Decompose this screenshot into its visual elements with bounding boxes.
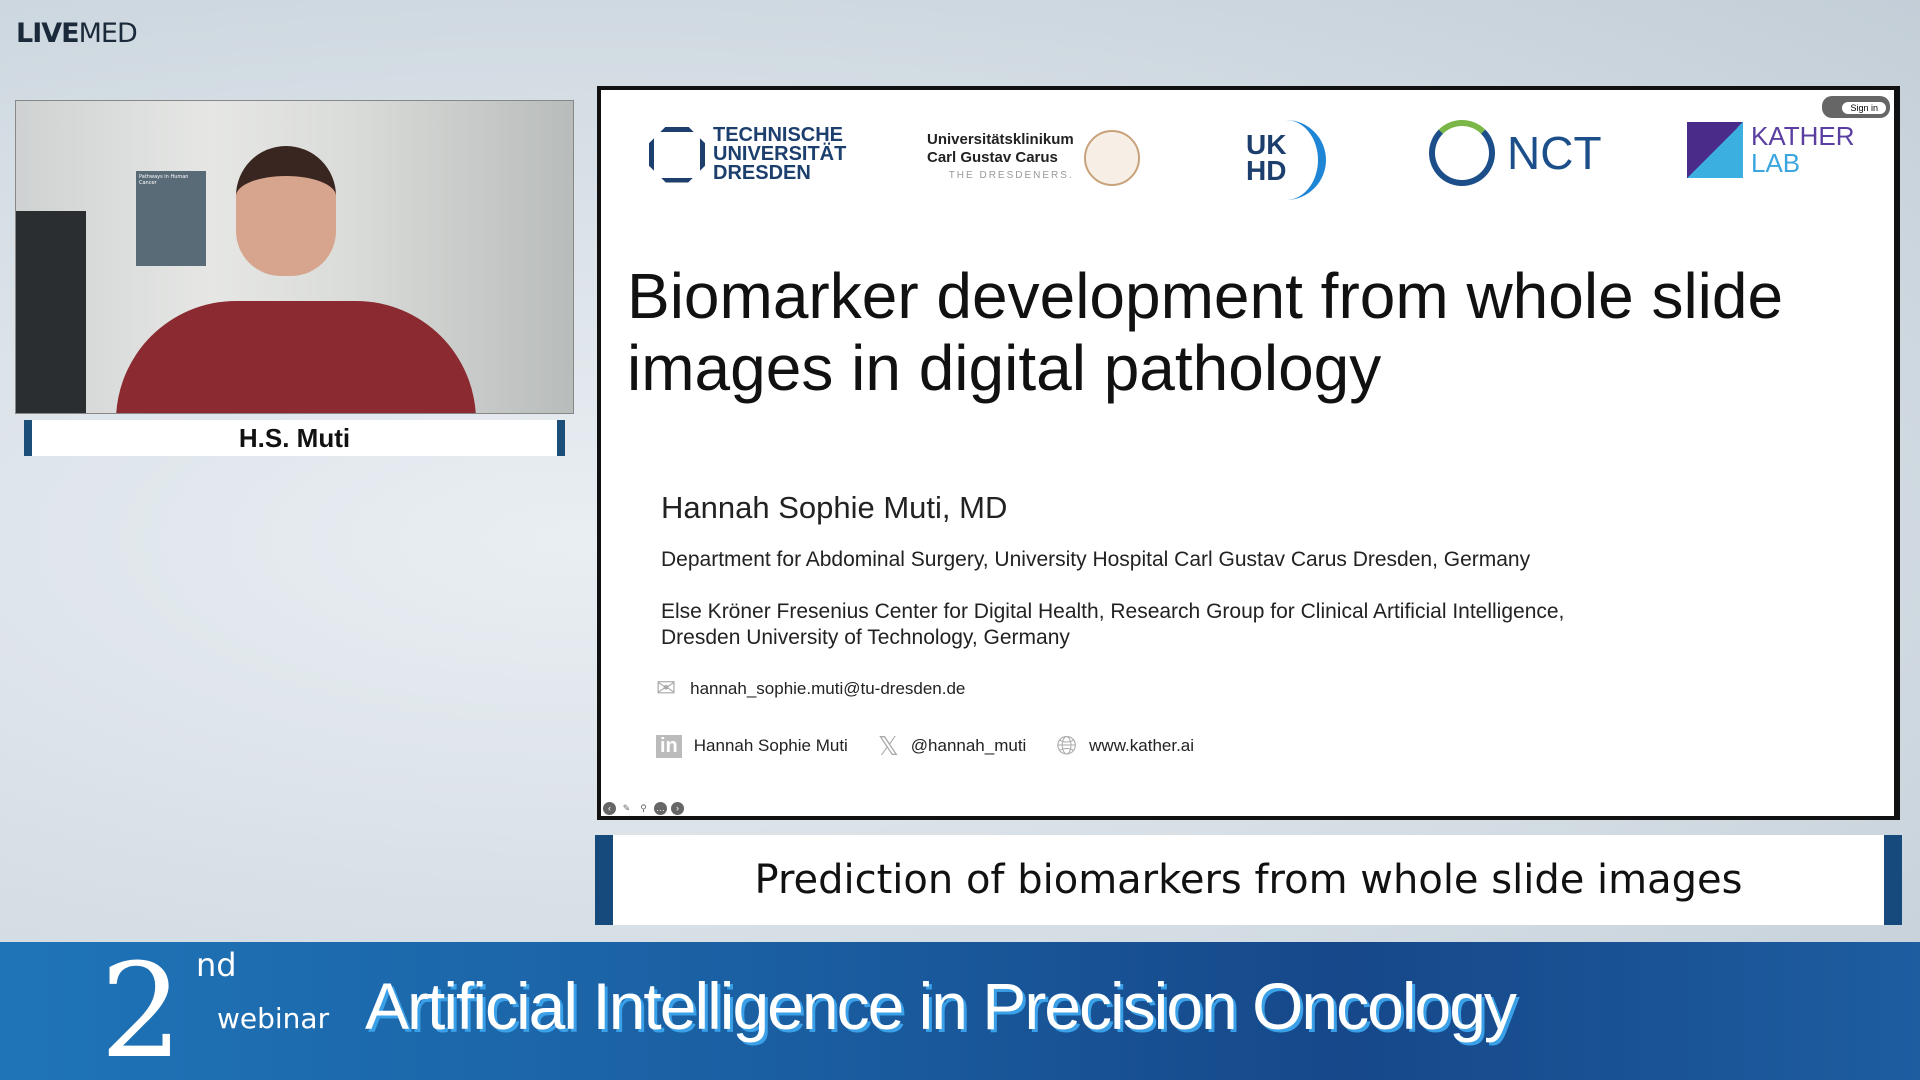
linkedin-icon: in [656, 734, 682, 758]
affiliation-2b: Dresden University of Technology, German… [661, 626, 1070, 649]
pen-icon[interactable]: ✎ [622, 803, 631, 813]
webinar-banner: 2 nd webinar Artificial Intelligence in … [0, 942, 1920, 1080]
x-twitter-icon: 𝕏 [877, 730, 899, 761]
webinar-title: Artificial Intelligence in Precision Onc… [365, 969, 1517, 1043]
globe-icon: 🌐︎ [1056, 730, 1078, 760]
zoom-icon[interactable]: ⚲ [640, 803, 647, 813]
previous-icon[interactable]: ‹ [603, 802, 616, 815]
speaker-body [116, 301, 476, 413]
speaker-nameplate: H.S. Muti [24, 420, 565, 456]
webinar-label: webinar [217, 1002, 330, 1035]
website-link[interactable]: www.kather.ai [1089, 736, 1195, 755]
wall-poster: Pathways in Human Cancer [136, 171, 206, 266]
ukhd-logo: UK HD [1246, 120, 1326, 200]
affiliation-1: Department for Abdominal Surgery, Univer… [661, 548, 1531, 571]
speaker-video: Pathways in Human Cancer [15, 100, 574, 414]
author-name: Hannah Sophie Muti, MD [661, 490, 1008, 525]
carus-seal-icon [1083, 130, 1140, 186]
office-chair [16, 211, 86, 413]
ukc-logo: Universitätsklinikum Carl Gustav Carus THE… [927, 130, 1140, 186]
tud-emblem-icon [649, 126, 705, 183]
livemed-logo: LIVEMED [16, 18, 138, 49]
presentation-slide: TECHNISCHE UNIVERSITÄT DRESDEN Universität… [597, 86, 1900, 820]
tu-dresden-logo: TECHNISCHE UNIVERSITÄT DRESDEN [649, 125, 846, 183]
linkedin-link[interactable]: Hannah Sophie Muti [693, 736, 848, 755]
slide-title: Biomarker development from whole slide i… [627, 260, 1784, 404]
slide-controls: Sign in [1822, 96, 1890, 118]
email-link[interactable]: hannah_sophie.muti@tu-dresden.de [690, 678, 966, 698]
topic-caption: Prediction of biomarkers from whole slid… [595, 835, 1902, 925]
kather-mark-icon [1687, 122, 1743, 178]
webinar-suffix: nd [196, 946, 237, 984]
kather-lab-logo: KATHER LAB [1687, 122, 1855, 178]
twitter-link[interactable]: @hannah_muti [910, 736, 1027, 755]
nct-logo: NCT [1429, 120, 1602, 186]
speaker-face [236, 146, 336, 276]
next-icon[interactable]: › [671, 802, 684, 815]
more-icon[interactable]: … [654, 802, 667, 815]
sign-in-button[interactable]: Sign in [1842, 102, 1886, 114]
nct-ring-icon [1429, 120, 1495, 186]
slide-toolbar: ‹ ✎ ⚲ … › [603, 798, 688, 816]
webinar-number: 2 [100, 942, 183, 1080]
affiliation-2a: Else Kröner Fresenius Center for Digital… [661, 600, 1565, 623]
email-icon: ✉ [656, 675, 677, 702]
